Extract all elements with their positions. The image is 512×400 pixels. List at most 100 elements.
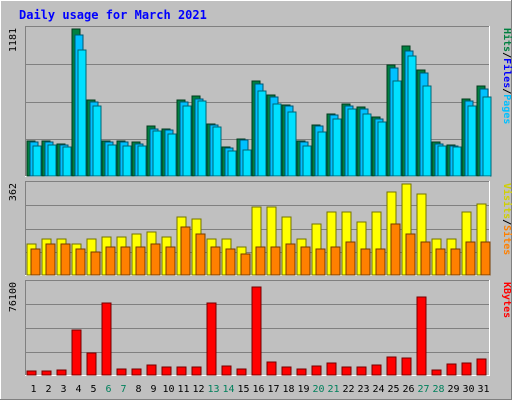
x-tick-label-day-8: 8 xyxy=(135,384,141,395)
x-tick-label-day-15: 15 xyxy=(237,384,249,395)
bar-sites-day-23 xyxy=(360,248,371,276)
bar-kbytes-day-20 xyxy=(311,365,322,376)
bar-kbytes-day-17 xyxy=(266,361,277,376)
x-tick-label-day-28: 28 xyxy=(432,384,444,395)
bar-pages-day-10 xyxy=(167,133,177,177)
bar-sites-day-10 xyxy=(165,246,176,276)
bar-sites-day-28 xyxy=(435,248,446,276)
bar-pages-day-15 xyxy=(242,149,252,177)
bar-pages-day-27 xyxy=(422,85,432,177)
legend-entry: / xyxy=(501,219,512,225)
x-tick-label-day-12: 12 xyxy=(192,384,204,395)
bar-pages-day-16 xyxy=(257,90,267,177)
x-tick-label-day-16: 16 xyxy=(252,384,264,395)
bar-sites-day-20 xyxy=(315,248,326,276)
legend-entry: Files xyxy=(501,58,512,88)
legend-entry: Sites xyxy=(501,225,512,255)
bar-sites-day-8 xyxy=(135,246,146,276)
bar-sites-day-24 xyxy=(375,248,386,276)
bar-pages-day-19 xyxy=(302,145,312,177)
x-tick-label-day-18: 18 xyxy=(282,384,294,395)
bar-sites-day-18 xyxy=(285,243,296,276)
bar-sites-day-21 xyxy=(330,246,341,276)
bar-sites-day-19 xyxy=(300,246,311,276)
bar-pages-day-31 xyxy=(482,96,492,177)
x-tick-label-day-26: 26 xyxy=(402,384,414,395)
bar-sites-day-4 xyxy=(75,248,86,276)
bar-kbytes-day-25 xyxy=(386,356,397,376)
bar-pages-day-20 xyxy=(317,131,327,177)
bar-kbytes-day-7 xyxy=(116,368,127,376)
chart-title: Daily usage for March 2021 xyxy=(19,8,207,22)
bar-pages-day-5 xyxy=(92,105,102,177)
x-axis-labels: 1 2 3 4 5 6 7 8 9 10 11 12 13 14 15 16 17 18 19 20 21 22 23 24 2… xyxy=(30,384,489,395)
x-tick-label-day-4: 4 xyxy=(75,384,81,395)
bar-kbytes-day-15 xyxy=(236,368,247,376)
bar-kbytes-day-10 xyxy=(161,366,172,376)
x-tick-label-day-6: 6 xyxy=(105,384,111,395)
panel-bottom: 76100 KBytes xyxy=(8,280,512,376)
x-tick-label-day-24: 24 xyxy=(372,384,384,395)
bar-sites-day-15 xyxy=(240,253,251,276)
bar-sites-day-9 xyxy=(150,243,161,276)
x-tick-label-day-23: 23 xyxy=(357,384,369,395)
bar-sites-day-11 xyxy=(180,226,191,276)
bar-sites-day-26 xyxy=(405,233,416,276)
panel-middle-legend: Visits/Sites xyxy=(501,183,512,255)
panel-bottom-scale-label: 76100 xyxy=(8,282,19,312)
panel-bottom-legend: KBytes xyxy=(501,282,512,318)
bar-pages-day-9 xyxy=(152,130,162,177)
bar-kbytes-day-21 xyxy=(326,362,337,376)
panel-middle-scale-label: 362 xyxy=(8,183,19,201)
bar-kbytes-day-5 xyxy=(86,352,97,376)
panel-top: 1181 Hits/Files/Pages xyxy=(8,26,512,177)
x-tick-label-day-21: 21 xyxy=(327,384,339,395)
bar-pages-day-3 xyxy=(62,146,72,177)
bar-pages-day-17 xyxy=(272,103,282,177)
x-tick-label-day-2: 2 xyxy=(45,384,51,395)
bar-kbytes-day-28 xyxy=(431,369,442,376)
x-tick-label-day-22: 22 xyxy=(342,384,354,395)
bar-pages-day-11 xyxy=(182,105,192,177)
bar-sites-day-5 xyxy=(90,251,101,276)
bar-sites-day-27 xyxy=(420,241,431,276)
bar-pages-day-29 xyxy=(452,146,462,177)
bar-pages-day-23 xyxy=(362,113,372,177)
legend-entry: KBytes xyxy=(501,282,512,318)
bar-pages-day-1 xyxy=(32,145,42,177)
bar-kbytes-day-22 xyxy=(341,366,352,376)
bar-kbytes-day-2 xyxy=(41,370,52,376)
bar-sites-day-30 xyxy=(465,241,476,276)
bar-sites-day-13 xyxy=(210,246,221,276)
panel-top-scale-label: 1181 xyxy=(8,28,19,52)
x-tick-label-day-29: 29 xyxy=(447,384,459,395)
bar-kbytes-day-27 xyxy=(416,296,427,376)
bar-kbytes-day-24 xyxy=(371,364,382,376)
legend-entry: Hits xyxy=(501,28,512,52)
bar-kbytes-day-29 xyxy=(446,363,457,376)
bar-pages-day-4 xyxy=(77,49,87,177)
bar-pages-day-26 xyxy=(407,55,417,177)
bar-pages-day-6 xyxy=(107,144,117,177)
bar-kbytes-day-19 xyxy=(296,368,307,376)
bar-kbytes-day-23 xyxy=(356,366,367,376)
bar-sites-day-25 xyxy=(390,223,401,276)
bar-kbytes-day-13 xyxy=(206,302,217,376)
bar-pages-day-7 xyxy=(122,145,132,177)
bar-pages-day-13 xyxy=(212,126,222,177)
bar-pages-day-28 xyxy=(437,145,447,177)
bar-pages-day-14 xyxy=(227,150,237,177)
bar-sites-day-7 xyxy=(120,246,131,276)
bar-kbytes-day-6 xyxy=(101,302,112,376)
bar-pages-day-12 xyxy=(197,100,207,177)
bar-pages-day-22 xyxy=(347,108,357,177)
legend-entry: / xyxy=(501,88,512,94)
bar-kbytes-day-30 xyxy=(461,362,472,376)
legend-entry: / xyxy=(501,52,512,58)
bar-sites-day-6 xyxy=(105,246,116,276)
x-tick-label-day-5: 5 xyxy=(90,384,96,395)
bar-kbytes-day-4 xyxy=(71,329,82,376)
bar-kbytes-day-26 xyxy=(401,357,412,376)
bar-pages-day-2 xyxy=(47,144,57,177)
x-tick-label-day-31: 31 xyxy=(477,384,489,395)
